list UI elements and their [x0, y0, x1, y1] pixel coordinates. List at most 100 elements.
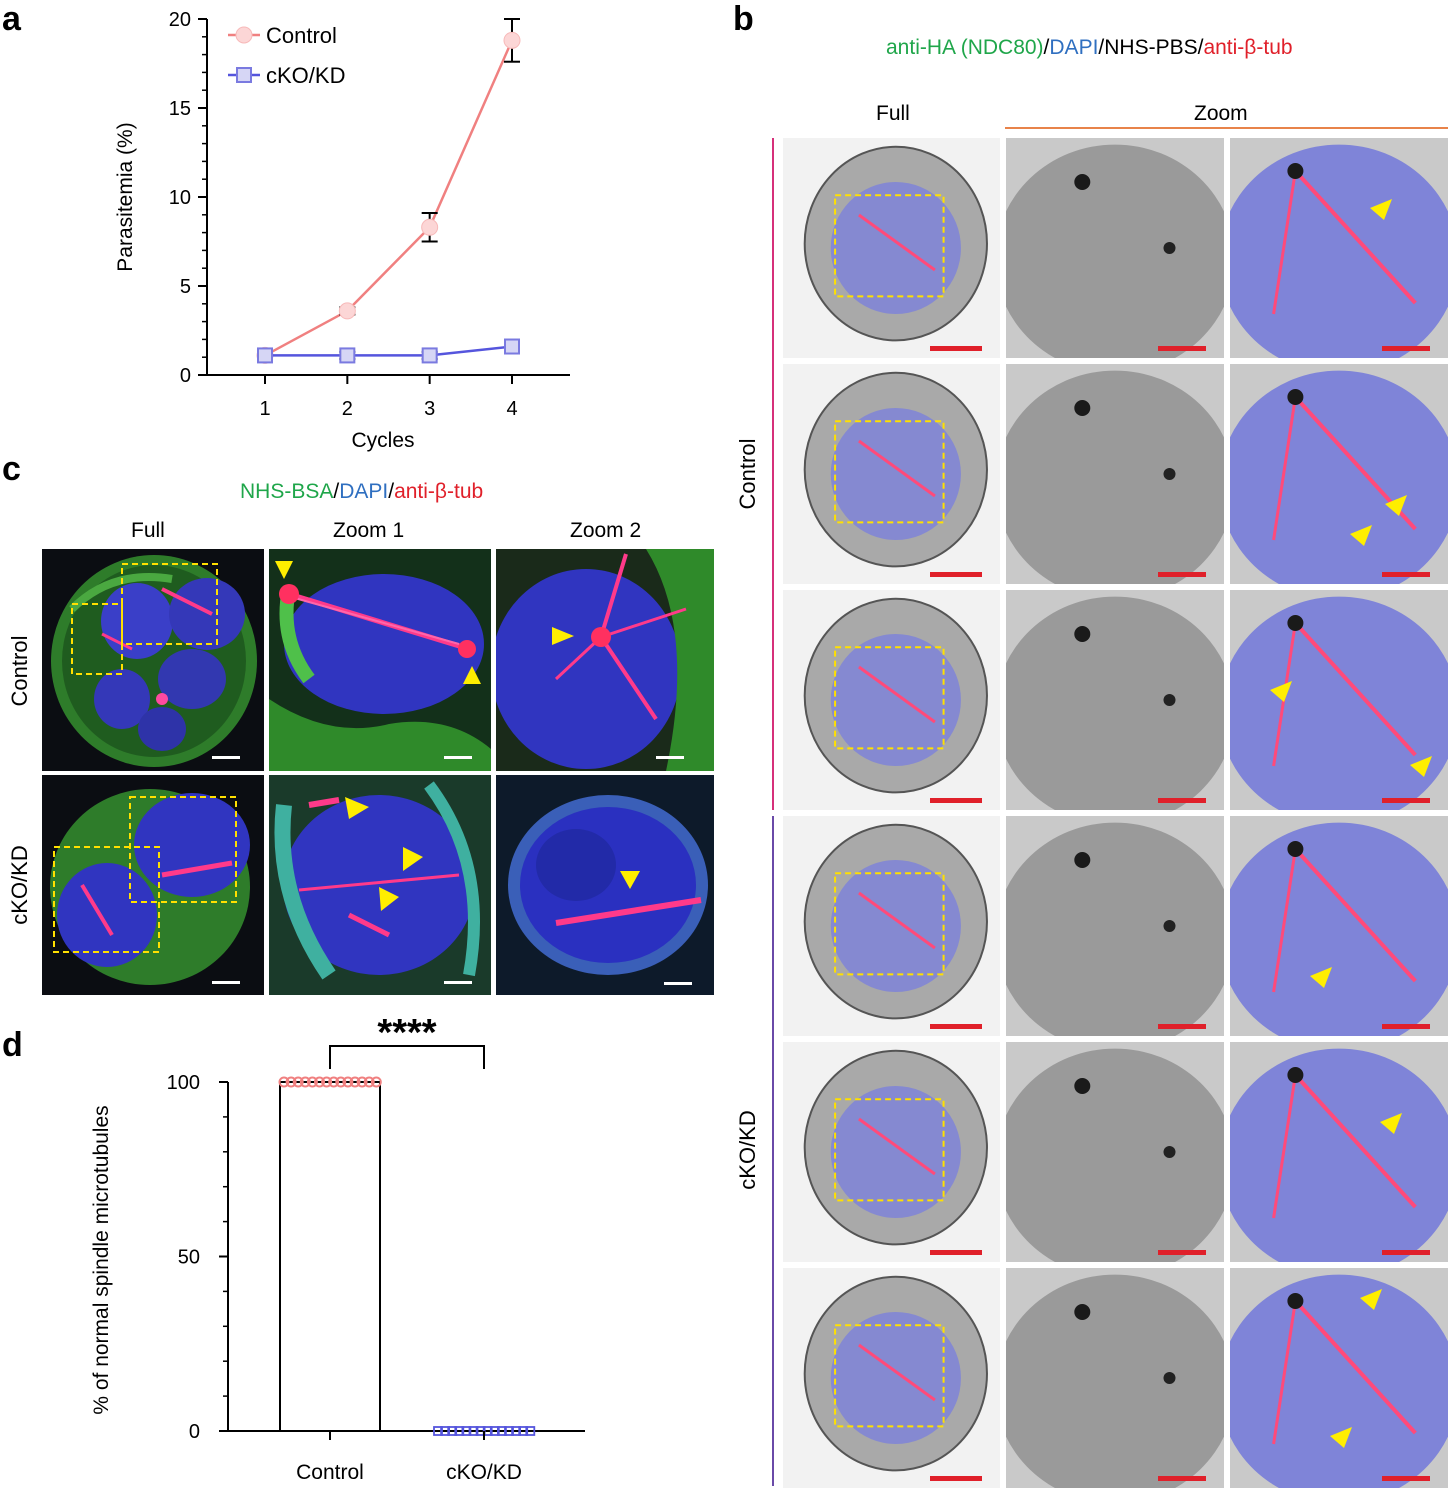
c-row-control: Control — [7, 635, 32, 707]
spindle — [1293, 847, 1417, 983]
dense-spot — [1074, 626, 1091, 642]
b-col-full: Full — [876, 102, 910, 125]
dense-spot — [1074, 1078, 1091, 1094]
legend-control-marker — [235, 26, 253, 44]
nucleus-blue — [1230, 370, 1448, 584]
x-tick-label: cKO/KD — [446, 1461, 522, 1484]
b-control-1-zoom-image — [1006, 138, 1224, 358]
nucleus-blue — [1230, 822, 1448, 1036]
scale-bar — [1382, 346, 1430, 351]
data-dot — [504, 1426, 514, 1436]
b-ckokd-3-full-image — [783, 1268, 1000, 1488]
parasitemia-line-chart: 0 5 10 15 20 1 2 3 4 Cycles Parasitemia (%) Control… — [114, 9, 570, 452]
nucleus-blue — [1230, 1274, 1448, 1488]
b-ckokd-2-zoom-merge-image — [1230, 1042, 1448, 1262]
data-dot — [278, 1076, 290, 1088]
spindle — [1272, 1074, 1297, 1219]
dense-spot — [1163, 694, 1176, 706]
dense-spot — [1287, 163, 1304, 179]
b-col-zoom: Zoom — [1194, 102, 1248, 125]
spindle — [1293, 621, 1417, 757]
y-tick-label: 15 — [169, 98, 191, 120]
scale-bar — [930, 346, 982, 351]
nucleus-gray — [1006, 596, 1224, 810]
arrowhead — [1350, 525, 1372, 546]
panel-letter-d: d — [2, 1026, 23, 1064]
nucleus-gray — [1006, 144, 1224, 358]
spindle — [858, 439, 936, 498]
b-ckokd-3-zoom-merge-image — [1230, 1268, 1448, 1488]
spindle — [1272, 396, 1297, 541]
data-dot — [349, 1076, 361, 1088]
dense-spot — [1074, 174, 1091, 190]
title-nhs-bsa: NHS-BSA — [240, 480, 334, 503]
c-col-zoom1: Zoom 1 — [333, 519, 405, 542]
zoom-box — [834, 420, 945, 524]
c-ckokd-full-image — [42, 775, 264, 995]
nucleus-gray — [1006, 1274, 1224, 1488]
scale-bar — [1382, 1250, 1430, 1255]
x-tick-label: 3 — [424, 398, 435, 420]
nucleus-gray — [1006, 370, 1224, 584]
zoom-box — [834, 194, 945, 298]
nucleus-blue — [1230, 144, 1448, 358]
panel-c-title: NHS-BSA/DAPI/anti-β-tub — [240, 480, 483, 504]
title-sep: / — [388, 480, 395, 503]
b-control-2-full-image — [783, 364, 1000, 584]
nucleus-gray — [1006, 822, 1224, 1036]
data-dot — [299, 1076, 311, 1088]
dense-spot — [1287, 615, 1304, 631]
panel-b-title: anti-HA (NDC80)/DAPI/NHS-PBS/anti-β-tub — [886, 36, 1293, 60]
scale-bar — [1158, 346, 1206, 351]
x-tick-label: 4 — [506, 398, 517, 420]
scale-bar — [1382, 798, 1430, 803]
y-tick-label: 100 — [167, 1072, 200, 1094]
b-ckokd-1-zoom-image — [1006, 816, 1224, 1036]
title-sep: / — [1197, 36, 1204, 59]
b-ckokd-2-zoom-image — [1006, 1042, 1224, 1262]
nucleus-blue — [1230, 1048, 1448, 1262]
arrowhead — [1270, 681, 1292, 702]
title-nhs-pbs: NHS-PBS — [1104, 36, 1198, 59]
series-line-1 — [265, 345, 513, 357]
dense-spot — [1287, 1293, 1304, 1309]
y-tick-label: 0 — [189, 1421, 200, 1443]
scale-bar — [1158, 798, 1206, 803]
scale-bar — [1158, 572, 1206, 577]
spindle — [858, 213, 936, 272]
data-point-ckokd — [257, 347, 273, 364]
c-control-full-image — [42, 549, 264, 771]
nucleus — [830, 1312, 961, 1444]
scale-bar — [930, 1476, 982, 1481]
b-ckokd-3-zoom-image — [1006, 1268, 1224, 1488]
arrowhead — [1310, 967, 1332, 988]
data-dot — [447, 1426, 458, 1436]
title-sep: / — [1098, 36, 1105, 59]
arrowhead — [1380, 1113, 1402, 1134]
b-control-3-full-image — [783, 590, 1000, 810]
data-dot — [342, 1076, 354, 1088]
panel-letter-b: b — [733, 0, 754, 38]
x-tick-label: 2 — [342, 398, 353, 420]
spindle — [1293, 1073, 1417, 1209]
scale-bar — [930, 1250, 982, 1255]
scale-bar — [1158, 1476, 1206, 1481]
panel-letter-c: c — [2, 450, 21, 488]
data-dot — [285, 1076, 297, 1088]
data-point-control — [421, 218, 439, 236]
b-control-1-zoom-merge-image — [1230, 138, 1448, 358]
scale-bar — [1382, 1024, 1430, 1029]
bar-dots-0 — [278, 1076, 382, 1088]
dense-spot — [1074, 400, 1091, 416]
title-dapi: DAPI — [1049, 36, 1099, 59]
data-dot — [356, 1076, 368, 1088]
arrowhead — [1385, 495, 1407, 516]
title-sep: / — [333, 480, 340, 503]
dense-spot — [1287, 1067, 1304, 1083]
data-point-control — [338, 302, 356, 320]
dense-spot — [1163, 468, 1176, 480]
spindle — [858, 665, 936, 724]
y-axis-label: % of normal spindle microtubules — [90, 1105, 113, 1414]
dense-spot — [1287, 841, 1304, 857]
c-ckokd-zoom1-image — [269, 775, 491, 995]
